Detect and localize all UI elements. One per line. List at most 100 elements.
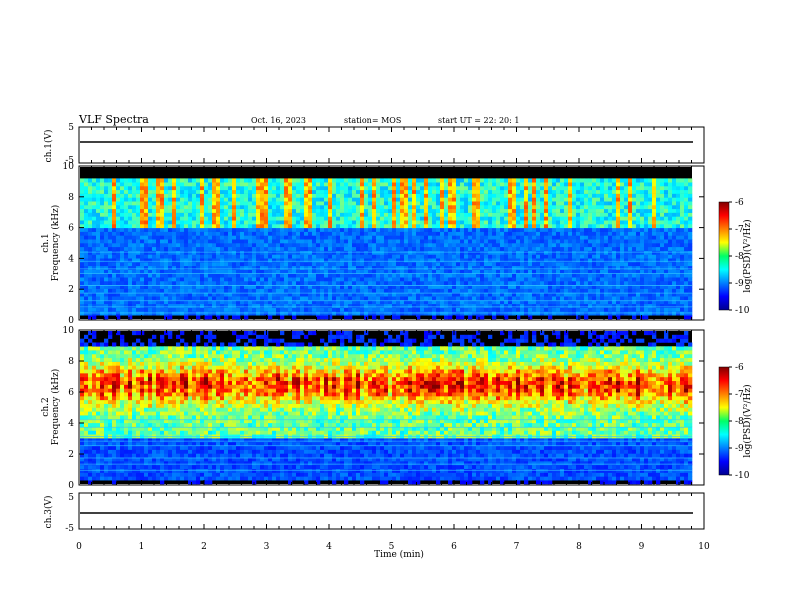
spectrogram-cell	[592, 265, 597, 270]
spectrogram-cell	[576, 254, 581, 259]
spectrogram-cell	[592, 201, 597, 206]
spectrogram-cell	[380, 178, 385, 183]
spectrogram-cell	[296, 269, 301, 274]
spectrogram-cell	[584, 231, 589, 236]
spectrogram-cell	[248, 235, 253, 240]
spectrogram-cell	[560, 288, 565, 293]
spectrogram-cell	[144, 220, 149, 225]
spectrogram-cell	[564, 288, 569, 293]
spectrogram-cell	[368, 243, 373, 248]
spectrogram-cell	[428, 254, 433, 259]
spectrogram-cell	[592, 311, 597, 316]
spectrogram-cell	[208, 277, 213, 282]
spectrogram-cell	[460, 201, 465, 206]
spectrogram-cell	[196, 178, 201, 183]
spectrogram-cell	[100, 265, 105, 270]
spectrogram-cell	[412, 231, 417, 236]
spectrogram-cell	[224, 197, 229, 202]
spectrogram-cell	[476, 254, 481, 259]
spectrogram-cell	[132, 243, 137, 248]
spectrogram-cell	[360, 246, 365, 251]
spectrogram-cell	[308, 311, 313, 316]
spectrogram-cell	[280, 216, 285, 221]
spectrogram-cell	[280, 186, 285, 191]
spectrogram-cell	[156, 193, 161, 198]
spectrogram-cell	[556, 303, 561, 308]
spectrogram-cell	[420, 246, 425, 251]
spectrogram-cell	[360, 296, 365, 301]
spectrogram-cell	[272, 205, 277, 210]
spectrogram-cell	[80, 258, 85, 263]
spectrogram-cell	[264, 239, 269, 244]
spectrogram-cell	[564, 216, 569, 221]
spectrogram-cell	[148, 258, 153, 263]
spectrogram-cell	[156, 281, 161, 286]
spectrogram-cell	[184, 254, 189, 259]
spectrogram-cell	[352, 300, 357, 305]
spectrogram-cell	[228, 300, 233, 305]
spectrogram-cell	[328, 189, 333, 194]
spectrogram-cell	[432, 178, 437, 183]
spectrogram-cell	[268, 186, 273, 191]
spectrogram-cell	[604, 277, 609, 282]
spectrogram-cell	[344, 197, 349, 202]
spectrogram-cell	[304, 231, 309, 236]
spectrogram-cell	[196, 193, 201, 198]
spectrogram-cell	[612, 216, 617, 221]
spectrogram-cell	[540, 186, 545, 191]
spectrogram-cell	[332, 311, 337, 316]
spectrogram-cell	[120, 281, 125, 286]
spectrogram-cell	[456, 265, 461, 270]
spectrogram-cell	[128, 182, 133, 187]
spectrogram-cell	[120, 216, 125, 221]
spectrogram-cell	[500, 300, 505, 305]
spectrogram-cell	[240, 246, 245, 251]
spectrogram-cell	[300, 254, 305, 259]
spectrogram-cell	[456, 307, 461, 312]
spectrogram-cell	[200, 178, 205, 183]
spectrogram-cell	[580, 246, 585, 251]
spectrogram-cell	[500, 284, 505, 289]
spectrogram-cell	[308, 277, 313, 282]
spectrogram-cell	[532, 277, 537, 282]
spectrogram-cell	[352, 262, 357, 267]
spectrogram-cell	[264, 311, 269, 316]
spectrogram-cell	[340, 216, 345, 221]
spectrogram-cell	[492, 239, 497, 244]
spectrogram-cell	[188, 284, 193, 289]
spectrogram-cell	[280, 224, 285, 229]
spectrogram-cell	[92, 197, 97, 202]
spectrogram-cell	[448, 231, 453, 236]
spectrogram-cell	[172, 239, 177, 244]
spectrogram-cell	[620, 284, 625, 289]
spectrogram-cell	[256, 208, 261, 213]
spectrogram-cell	[296, 201, 301, 206]
spectrogram-cell	[244, 296, 249, 301]
spectrogram-cell	[352, 186, 357, 191]
spectrogram-cell	[352, 250, 357, 255]
spectrogram-cell	[384, 182, 389, 187]
spectrogram-cell	[228, 239, 233, 244]
spectrogram-cell	[488, 224, 493, 229]
spectrogram-cell	[500, 197, 505, 202]
spectrogram-cell	[260, 220, 265, 225]
spectrogram-cell	[240, 243, 245, 248]
spectrogram-cell	[568, 186, 573, 191]
spectrogram-cell	[180, 288, 185, 293]
spectrogram-cell	[476, 231, 481, 236]
spectrogram-cell	[128, 300, 133, 305]
spectrogram-cell	[424, 277, 429, 282]
spectrogram-cell	[232, 201, 237, 206]
spectrogram-cell	[544, 300, 549, 305]
spectrogram-cell	[172, 254, 177, 259]
spectrogram-cell	[568, 311, 573, 316]
spectrogram-cell	[264, 288, 269, 293]
spectrogram-cell	[144, 262, 149, 267]
spectrogram-cell	[392, 197, 397, 202]
spectrogram-cell	[564, 265, 569, 270]
spectrogram-cell	[432, 235, 437, 240]
spectrogram-cell	[312, 273, 317, 278]
spectrogram-cell	[316, 269, 321, 274]
spectrogram-cell	[452, 311, 457, 316]
spectrogram-cell	[272, 288, 277, 293]
